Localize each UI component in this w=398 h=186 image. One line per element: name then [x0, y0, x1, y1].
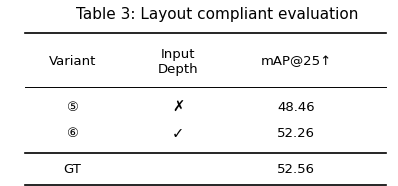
Text: GT: GT	[63, 163, 81, 176]
Text: 52.56: 52.56	[277, 163, 315, 176]
Text: ⑥: ⑥	[66, 127, 78, 140]
Text: Table 3: Layout compliant evaluation: Table 3: Layout compliant evaluation	[76, 7, 359, 22]
Text: 52.26: 52.26	[277, 127, 315, 140]
Text: Variant: Variant	[49, 55, 96, 68]
Text: Input
Depth: Input Depth	[158, 48, 199, 76]
Text: ✗: ✗	[172, 100, 184, 115]
Text: mAP@25↑: mAP@25↑	[260, 55, 332, 68]
Text: ✓: ✓	[172, 126, 184, 141]
Text: 48.46: 48.46	[277, 101, 315, 114]
Text: ⑤: ⑤	[66, 101, 78, 114]
